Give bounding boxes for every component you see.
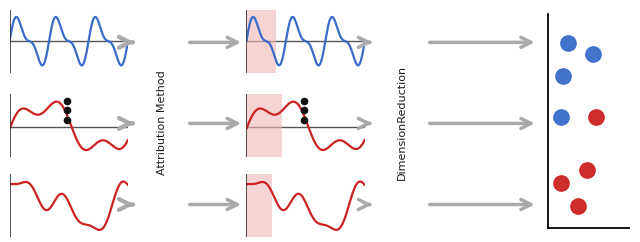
Bar (246, 10, 276, 73)
Bar (246, 174, 273, 237)
Bar (246, 94, 282, 157)
Text: Attribution Method: Attribution Method (157, 70, 166, 174)
Text: DimensionReduction: DimensionReduction (397, 65, 406, 180)
